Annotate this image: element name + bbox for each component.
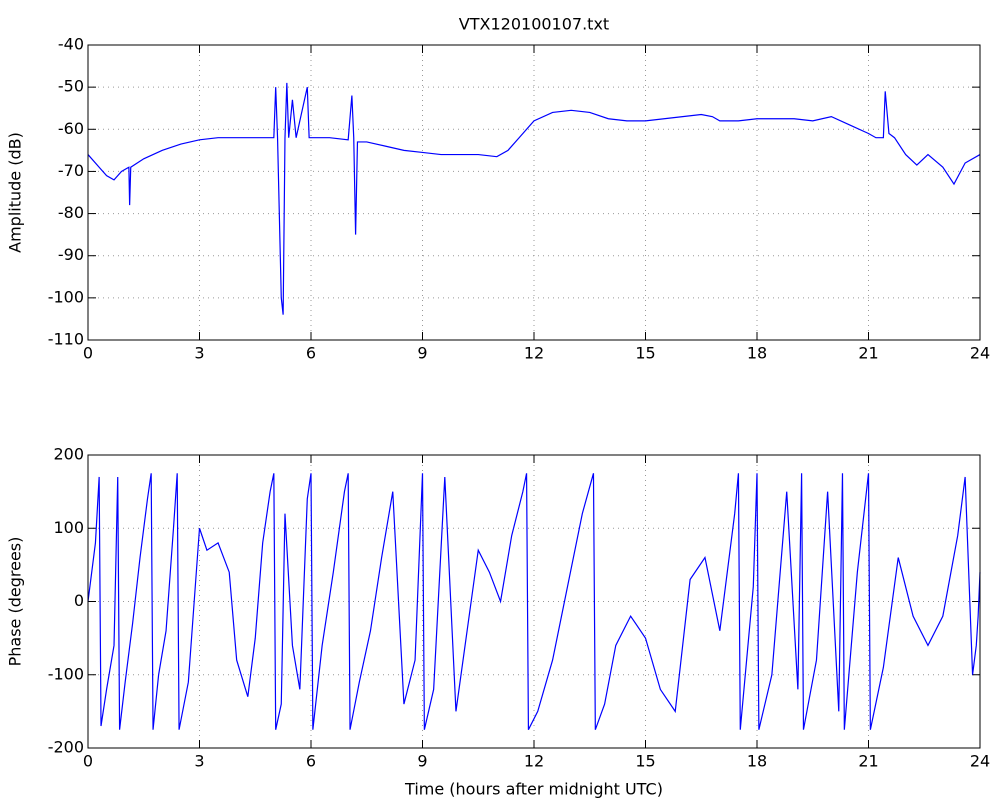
x-tick-label: 6: [306, 752, 316, 771]
x-tick-label: 24: [970, 344, 990, 363]
chart-title: VTX120100107.txt: [459, 15, 609, 34]
x-tick-label: 24: [970, 752, 990, 771]
axes-frame: [87, 44, 981, 341]
x-tick-label: 21: [858, 752, 878, 771]
axes-frame: [87, 454, 981, 749]
y-tick-label: -110: [48, 330, 84, 349]
data-line: [87, 82, 981, 315]
y-axis-label: Amplitude (dB): [6, 132, 25, 253]
x-tick-label: 9: [417, 752, 427, 771]
y-tick-label: -200: [48, 738, 84, 757]
x-tick-label: 15: [635, 752, 655, 771]
x-tick-label: 18: [747, 344, 767, 363]
data-line: [87, 473, 981, 730]
x-axis-label: Time (hours after midnight UTC): [404, 780, 663, 799]
x-tick-label: 12: [524, 344, 544, 363]
y-tick-label: -100: [48, 287, 84, 306]
x-tick-label: 18: [747, 752, 767, 771]
x-tick-label: 15: [635, 344, 655, 363]
y-tick-label: -60: [58, 119, 84, 138]
y-tick-label: -70: [58, 161, 84, 180]
x-tick-label: 3: [194, 344, 204, 363]
x-tick-label: 21: [858, 344, 878, 363]
y-tick-label: -50: [58, 77, 84, 96]
y-tick-label: 200: [53, 445, 84, 464]
y-tick-label: -40: [58, 35, 84, 54]
x-tick-label: 12: [524, 752, 544, 771]
y-tick-label: 100: [53, 518, 84, 537]
x-tick-label: 6: [306, 344, 316, 363]
y-tick-label: 0: [74, 591, 84, 610]
y-tick-label: -80: [58, 203, 84, 222]
y-tick-label: -100: [48, 664, 84, 683]
x-tick-label: 0: [83, 344, 93, 363]
x-tick-label: 0: [83, 752, 93, 771]
y-tick-label: -90: [58, 245, 84, 264]
x-tick-label: 3: [194, 752, 204, 771]
x-tick-label: 9: [417, 344, 427, 363]
y-axis-label: Phase (degrees): [6, 537, 25, 667]
